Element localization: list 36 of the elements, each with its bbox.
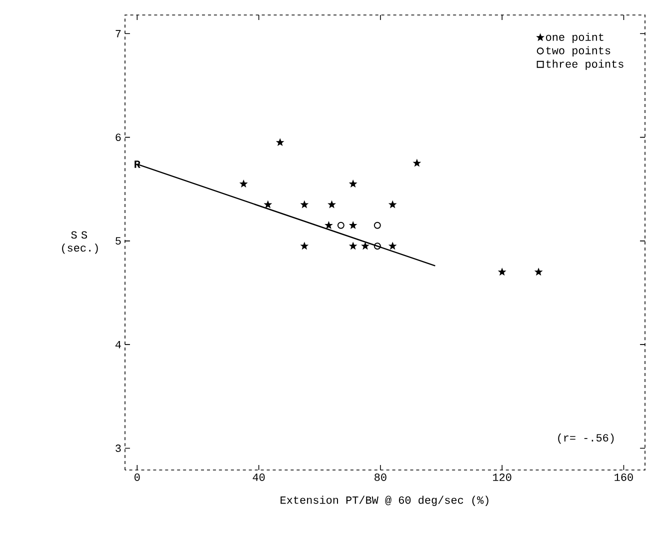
x-axis-title: Extension PT/BW @ 60 deg/sec (%) bbox=[280, 496, 488, 506]
point bbox=[276, 138, 284, 146]
x-tick-label: 0 bbox=[134, 474, 140, 481]
point bbox=[350, 242, 356, 250]
point bbox=[337, 222, 344, 229]
y-axis-title: S S (sec.) bbox=[62, 231, 98, 254]
point bbox=[301, 242, 308, 250]
annotation: (r= -.56) bbox=[558, 434, 614, 444]
y-tick-label: 5 bbox=[116, 237, 121, 245]
point bbox=[374, 222, 381, 229]
legend-label: one point bbox=[546, 32, 604, 44]
legend-label: three points bbox=[546, 60, 624, 70]
y-tick-label: 4 bbox=[115, 340, 121, 348]
x-tick-label: 80 bbox=[374, 474, 386, 481]
point bbox=[389, 201, 396, 208]
point bbox=[350, 222, 356, 228]
point bbox=[535, 268, 542, 275]
point bbox=[301, 201, 308, 208]
legend-label: two points bbox=[546, 46, 610, 56]
annotation: R bbox=[134, 160, 140, 168]
point bbox=[240, 180, 247, 187]
point bbox=[414, 160, 420, 166]
point bbox=[264, 201, 272, 208]
x-tick-label: 120 bbox=[493, 474, 512, 481]
point bbox=[362, 242, 369, 250]
y-tick-label: 6 bbox=[116, 134, 121, 142]
point bbox=[389, 242, 396, 250]
point bbox=[350, 180, 356, 187]
point bbox=[498, 268, 506, 275]
point bbox=[374, 242, 381, 250]
y-tick-label: 3 bbox=[116, 444, 121, 452]
point bbox=[328, 201, 336, 208]
x-tick-label: 40 bbox=[252, 474, 265, 481]
point bbox=[325, 222, 332, 228]
y-tick-label: 7 bbox=[116, 30, 121, 38]
x-tick-label: 160 bbox=[614, 474, 633, 481]
